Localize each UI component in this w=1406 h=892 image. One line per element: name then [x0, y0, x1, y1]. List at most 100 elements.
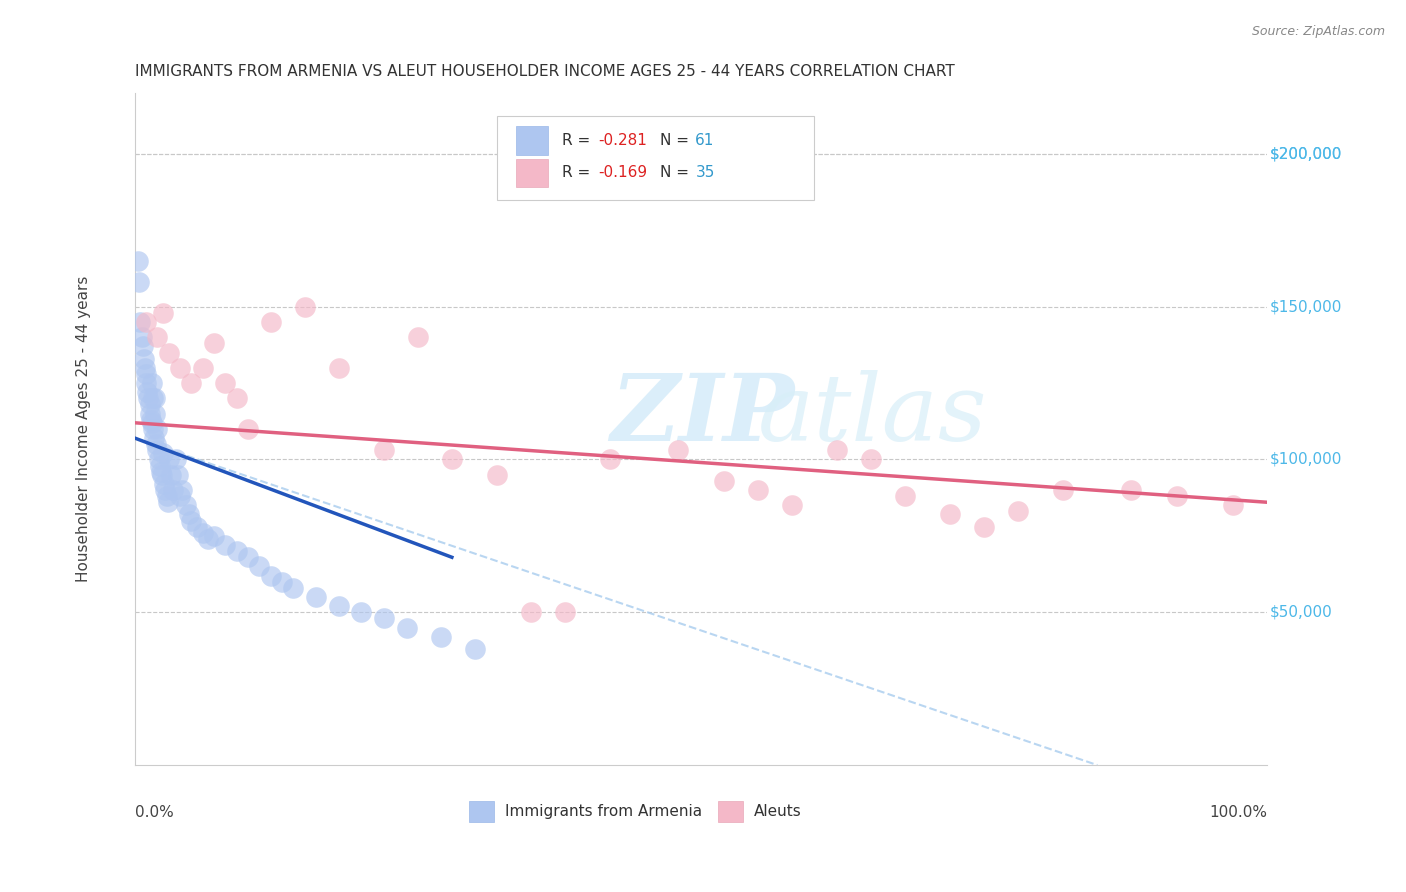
- Point: [406, 330, 429, 344]
- Point: [172, 483, 194, 497]
- Point: [146, 330, 169, 344]
- Point: [146, 422, 169, 436]
- Point: [214, 376, 236, 390]
- Point: [135, 367, 157, 381]
- FancyBboxPatch shape: [718, 801, 742, 822]
- Point: [136, 385, 159, 400]
- Point: [599, 452, 621, 467]
- Point: [236, 550, 259, 565]
- Point: [162, 483, 184, 497]
- Point: [486, 467, 509, 482]
- Point: [169, 360, 191, 375]
- Point: [1052, 483, 1074, 497]
- FancyBboxPatch shape: [516, 159, 548, 186]
- Point: [128, 275, 150, 289]
- Text: $50,000: $50,000: [1270, 605, 1333, 620]
- Point: [283, 581, 305, 595]
- Point: [148, 452, 170, 467]
- Point: [157, 345, 180, 359]
- Point: [169, 489, 191, 503]
- Point: [197, 532, 219, 546]
- Text: 100.0%: 100.0%: [1209, 805, 1267, 821]
- Text: -0.281: -0.281: [598, 133, 647, 148]
- Point: [1166, 489, 1188, 503]
- Point: [160, 467, 183, 482]
- Point: [141, 416, 163, 430]
- Text: $150,000: $150,000: [1270, 299, 1341, 314]
- Point: [153, 477, 176, 491]
- Point: [236, 422, 259, 436]
- Point: [894, 489, 917, 503]
- Point: [214, 538, 236, 552]
- Point: [1121, 483, 1143, 497]
- Point: [156, 495, 179, 509]
- Point: [554, 605, 576, 619]
- Point: [973, 519, 995, 533]
- Point: [135, 315, 157, 329]
- Text: 61: 61: [696, 133, 714, 148]
- Point: [373, 443, 395, 458]
- Point: [350, 605, 373, 619]
- Point: [157, 452, 180, 467]
- Text: $100,000: $100,000: [1270, 452, 1341, 467]
- Point: [186, 519, 208, 533]
- Point: [152, 306, 174, 320]
- Point: [132, 339, 155, 353]
- Point: [747, 483, 769, 497]
- Text: R =: R =: [562, 133, 595, 148]
- Point: [141, 376, 163, 390]
- Point: [305, 590, 328, 604]
- FancyBboxPatch shape: [468, 801, 494, 822]
- Point: [138, 397, 160, 411]
- Text: N =: N =: [661, 133, 695, 148]
- Point: [328, 360, 350, 375]
- Point: [149, 465, 172, 479]
- Point: [132, 351, 155, 366]
- Point: [713, 474, 735, 488]
- Point: [328, 599, 350, 614]
- Point: [440, 452, 463, 467]
- Text: 0.0%: 0.0%: [135, 805, 173, 821]
- Point: [146, 443, 169, 458]
- Point: [395, 621, 418, 635]
- Text: $200,000: $200,000: [1270, 146, 1341, 161]
- Point: [247, 559, 270, 574]
- Point: [179, 508, 201, 522]
- Text: Aleuts: Aleuts: [754, 804, 801, 819]
- Text: IMMIGRANTS FROM ARMENIA VS ALEUT HOUSEHOLDER INCOME AGES 25 - 44 YEARS CORRELATI: IMMIGRANTS FROM ARMENIA VS ALEUT HOUSEHO…: [135, 64, 955, 79]
- Point: [139, 413, 162, 427]
- Point: [1222, 499, 1244, 513]
- Point: [202, 336, 225, 351]
- Point: [260, 315, 283, 329]
- FancyBboxPatch shape: [516, 127, 548, 154]
- Point: [129, 315, 152, 329]
- Text: ZIP: ZIP: [610, 370, 794, 460]
- Point: [127, 253, 149, 268]
- Point: [180, 376, 202, 390]
- Point: [1007, 504, 1029, 518]
- Point: [166, 467, 188, 482]
- Point: [131, 330, 153, 344]
- Point: [666, 443, 689, 458]
- Point: [429, 630, 451, 644]
- Point: [165, 452, 187, 467]
- Point: [191, 360, 214, 375]
- Point: [150, 467, 173, 482]
- Point: [271, 574, 294, 589]
- Text: $200,000: $200,000: [1270, 146, 1341, 161]
- Point: [138, 407, 160, 421]
- Point: [145, 437, 167, 451]
- Point: [520, 605, 543, 619]
- Point: [138, 392, 160, 406]
- Point: [143, 392, 166, 406]
- Text: Immigrants from Armenia: Immigrants from Armenia: [505, 804, 702, 819]
- Text: Householder Income Ages 25 - 44 years: Householder Income Ages 25 - 44 years: [76, 276, 91, 582]
- Point: [225, 392, 247, 406]
- Text: R =: R =: [562, 165, 595, 180]
- Point: [149, 458, 172, 473]
- Text: N =: N =: [661, 165, 695, 180]
- Point: [174, 499, 197, 513]
- Point: [142, 422, 165, 436]
- Point: [143, 407, 166, 421]
- Text: atlas: atlas: [758, 370, 987, 460]
